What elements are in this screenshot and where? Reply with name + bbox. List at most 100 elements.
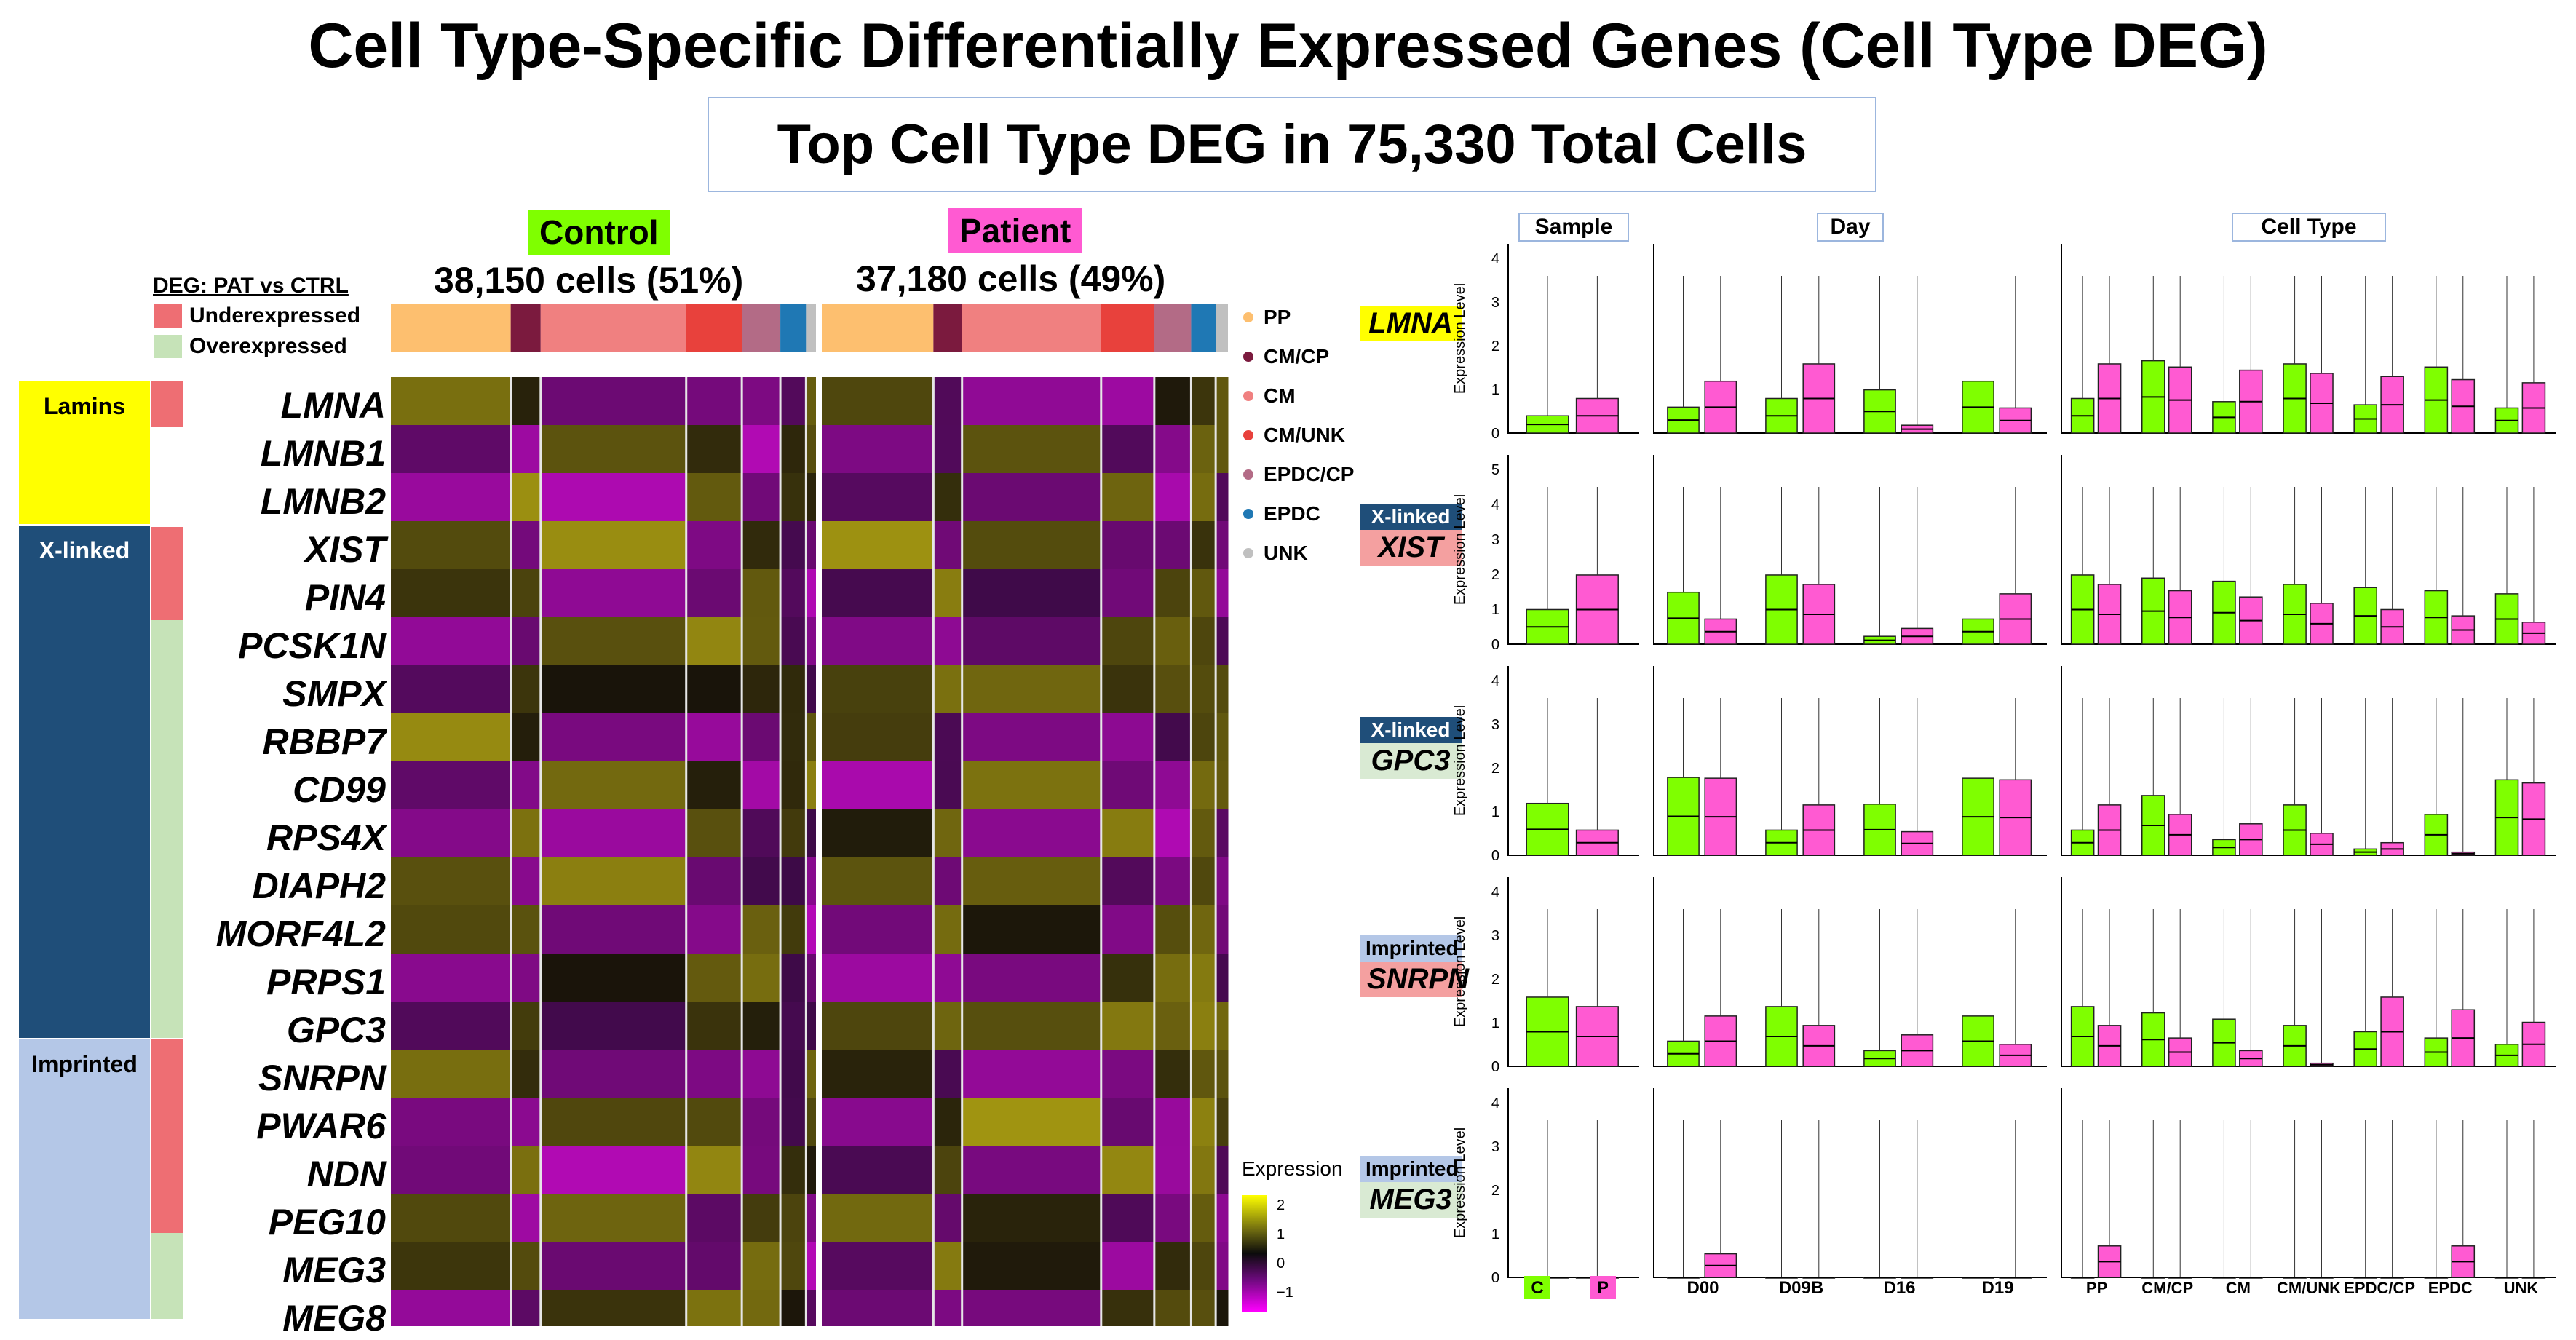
heat-cell (962, 617, 1102, 666)
panel-axis (2061, 1088, 2556, 1278)
y-axis-label: Expression Level (1452, 705, 1468, 816)
violin-row-gene-xist: XIST (1360, 530, 1462, 566)
heat-cell (1101, 761, 1155, 810)
heat-cell (933, 905, 963, 954)
heat-cell (1191, 617, 1216, 666)
panel-axis (1653, 1088, 2047, 1278)
heat-cell (1191, 857, 1216, 906)
heat-cell (540, 521, 687, 570)
heat-cell (819, 761, 934, 810)
heat-cell (933, 713, 963, 762)
y-tick-label: 4 (1491, 884, 1499, 900)
heat-cell (1216, 569, 1229, 618)
heat-cell (510, 665, 542, 714)
panel-axis (1507, 244, 1639, 434)
heat-cell (391, 377, 512, 426)
heat-cell (510, 905, 542, 954)
heat-cell (1216, 1290, 1229, 1326)
heat-cell (780, 473, 807, 522)
y-tick-label: 1 (1491, 804, 1499, 820)
heat-cell (1154, 713, 1192, 762)
y-tick-label: 1 (1491, 382, 1499, 398)
heat-cell (540, 425, 687, 474)
legend-item-epdc: EPDC (1243, 502, 1320, 526)
heat-cell (819, 713, 934, 762)
heat-cell (962, 857, 1102, 906)
panel-axis (1507, 1088, 1639, 1278)
heat-cell (1154, 761, 1192, 810)
heat-cell (962, 1002, 1102, 1050)
x-label-day: D16 (1883, 1278, 1915, 1298)
heat-cell (1101, 521, 1155, 570)
heat-cell (1154, 1050, 1192, 1098)
heat-cell (391, 569, 512, 618)
heat-cell (1191, 954, 1216, 1002)
panel-axis (2061, 666, 2556, 856)
heat-cell (540, 377, 687, 426)
annotation-bar-control-cm-cp (510, 304, 541, 352)
annotation-bar-patient-pp (819, 304, 934, 352)
heat-cell (806, 1098, 820, 1146)
legend-label: EPDC/CP (1264, 463, 1355, 485)
heatmap (391, 304, 1229, 1326)
heat-cell (1191, 377, 1216, 426)
legend-label: CM/CP (1264, 345, 1330, 368)
heat-cell (742, 377, 781, 426)
heat-cell (780, 809, 807, 858)
heat-cell (933, 425, 963, 474)
gene-label-morf4l2: MORF4L2 (215, 913, 386, 954)
heat-cell (510, 1290, 542, 1326)
y-axis-label: Expression Level (1452, 916, 1468, 1027)
gene-label-pcsk1n: PCSK1N (238, 625, 386, 666)
heat-cell (962, 473, 1102, 522)
x-label-day: D00 (1687, 1278, 1719, 1298)
heat-cell (686, 617, 742, 666)
x-label-celltype: CM (2226, 1279, 2251, 1297)
y-tick-label: 2 (1491, 567, 1499, 583)
y-tick-label: 1 (1491, 602, 1499, 618)
legend-swatch (1243, 548, 1253, 558)
heat-cell (1216, 1242, 1229, 1291)
sample-label-swatch (1590, 1276, 1616, 1299)
heat-cell (806, 1146, 820, 1194)
heat-cell (962, 521, 1102, 570)
heat-cell (686, 473, 742, 522)
heat-cell (1154, 521, 1192, 570)
heat-cell (806, 857, 820, 906)
heat-cell (1154, 1194, 1192, 1242)
heat-cell (510, 857, 542, 906)
annotation-bar-patient-epdc-cp (1154, 304, 1192, 352)
x-label-day: D09B (1779, 1278, 1823, 1298)
heat-cell (686, 954, 742, 1002)
heat-cell (742, 761, 781, 810)
y-tick-label: 3 (1491, 717, 1499, 733)
heat-cell (1216, 905, 1229, 954)
heat-cell (391, 617, 512, 666)
heat-cell (1191, 569, 1216, 618)
heat-cell (742, 473, 781, 522)
heat-cell (962, 665, 1102, 714)
expression-legend-title: Expression (1242, 1157, 1343, 1180)
y-tick-label: 0 (1491, 637, 1499, 653)
heat-cell (819, 1290, 934, 1326)
control-label: Control (528, 210, 670, 255)
heat-cell (686, 1050, 742, 1098)
gene-label-lmnb2: LMNB2 (260, 481, 386, 522)
legend-label: UNK (1264, 542, 1308, 564)
heat-cell (391, 1146, 512, 1194)
figure-title: Cell Type-Specific Differentially Expres… (308, 11, 2268, 81)
heat-cell (1191, 1098, 1216, 1146)
heat-cell (1191, 521, 1216, 570)
deg-bar-imprinted-under (151, 1039, 183, 1233)
heat-cell (780, 713, 807, 762)
deg-legend-title: DEG: PAT vs CTRL (153, 274, 349, 298)
group-divider (816, 304, 822, 1326)
y-tick-label: 4 (1491, 1095, 1499, 1111)
y-tick-label: 2 (1491, 972, 1499, 988)
deg-bar-imprinted-over (151, 1233, 183, 1319)
heat-cell (510, 713, 542, 762)
heat-cell (391, 761, 512, 810)
heat-cell (1101, 1290, 1155, 1326)
heat-cell (1191, 1050, 1216, 1098)
panel-title-box (1817, 213, 1884, 242)
